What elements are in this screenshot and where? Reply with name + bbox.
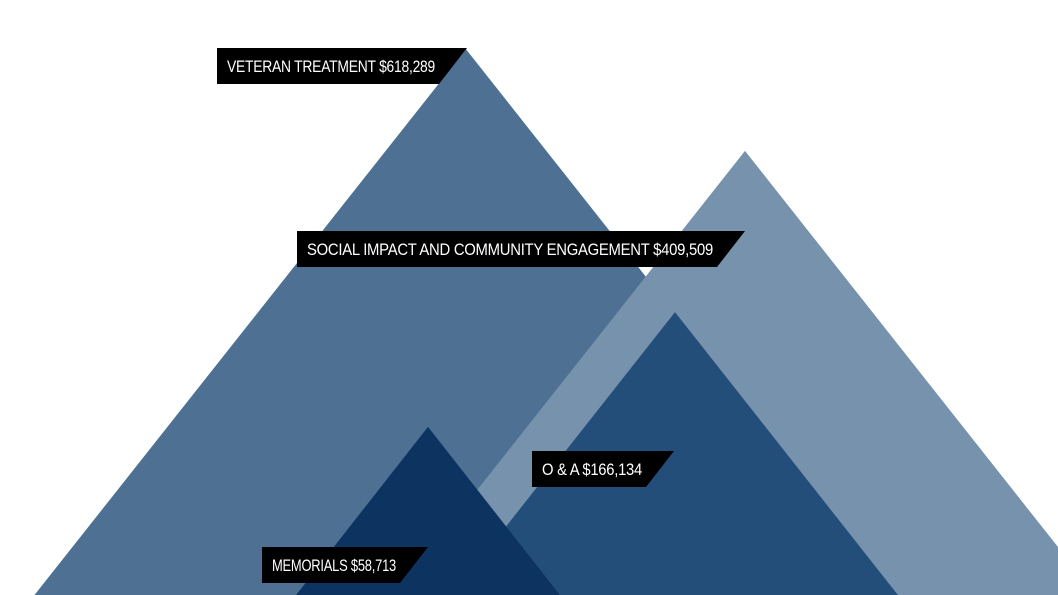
peak-o-and-a (452, 312, 898, 595)
label-text-memorials: MEMORIALS $58,713 (272, 556, 396, 575)
label-tag-memorials: MEMORIALS $58,713 (262, 547, 428, 583)
label-text-social-impact-and-community-engagement: SOCIAL IMPACT AND COMMUNITY ENGAGEMENT $… (307, 240, 713, 259)
label-text-o-and-a: O & A $166,134 (542, 460, 642, 479)
label-text-veteran-treatment: VETERAN TREATMENT $618,289 (227, 57, 435, 76)
label-box (532, 451, 674, 487)
label-box (297, 231, 745, 267)
label-tag-o-and-a: O & A $166,134 (532, 451, 674, 487)
label-tag-veteran-treatment: VETERAN TREATMENT $618,289 (217, 48, 467, 84)
label-box (217, 48, 467, 84)
label-tag-social-impact-and-community-engagement: SOCIAL IMPACT AND COMMUNITY ENGAGEMENT $… (297, 231, 745, 267)
label-box (262, 547, 428, 583)
